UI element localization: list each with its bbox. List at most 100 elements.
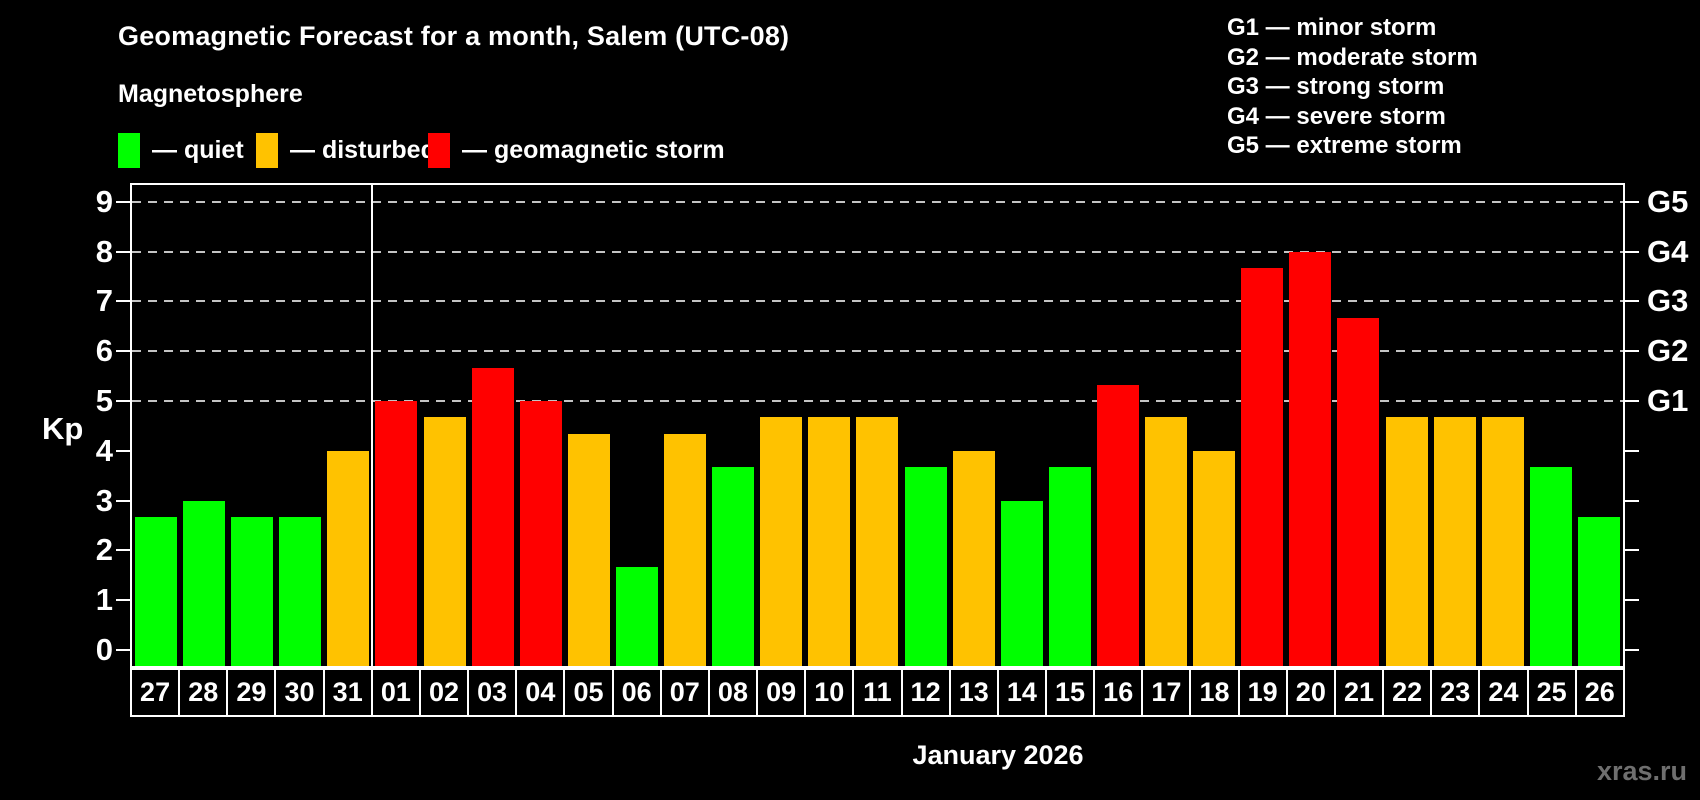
day-cell-05: 05 (563, 668, 614, 717)
storm-color-swatch (428, 133, 450, 168)
y-tick-label-6: 6 (95, 333, 113, 369)
left-tick-5 (116, 400, 130, 402)
kp-bar-day-26 (1577, 517, 1620, 666)
gridline-kp7 (132, 300, 1623, 303)
x-axis-label: January 2026 (912, 740, 1084, 770)
plot-area (130, 183, 1625, 668)
day-cell-06: 06 (611, 668, 662, 717)
chart-title: Geomagnetic Forecast for a month, Salem … (118, 21, 790, 51)
legend-label-storm: — geomagnetic storm (462, 136, 725, 164)
day-axis-row: 27 28 29 30 31 01 02 03 04 05 06 07 08 09 10 11 12 13 14 15… (130, 668, 1625, 717)
kp-bar-day-18 (1193, 450, 1236, 666)
kp-bar-day-10 (808, 417, 851, 666)
y-tick-label-3: 3 (95, 482, 113, 518)
kp-bar-day-13 (952, 450, 995, 666)
kp-bar-day-17 (1145, 417, 1188, 666)
day-cell-21: 21 (1333, 668, 1385, 717)
right-tick-5 (1625, 400, 1639, 402)
kp-bar-day-20 (1289, 251, 1332, 666)
kp-bar-day-04 (519, 401, 562, 666)
kp-bar-day-19 (1241, 268, 1284, 666)
day-cell-22: 22 (1382, 668, 1433, 717)
kp-bar-day-14 (1000, 500, 1043, 666)
day-cell-23: 23 (1430, 668, 1481, 717)
left-tick-7 (116, 300, 130, 303)
right-tick-7 (1625, 300, 1639, 303)
day-cell-16: 16 (1093, 668, 1144, 717)
day-cell-29: 29 (226, 668, 277, 717)
day-cell-13: 13 (948, 668, 999, 717)
day-cell-19: 19 (1237, 668, 1288, 717)
right-tick-1 (1625, 599, 1639, 602)
storm-scale-line-g2: G2 — moderate storm (1227, 43, 1478, 71)
day-cell-15: 15 (1044, 668, 1096, 717)
day-cell-26: 26 (1574, 668, 1625, 717)
right-tick-2 (1625, 549, 1639, 552)
day-cell-10: 10 (804, 668, 855, 717)
left-tick-6 (116, 350, 130, 353)
day-cell-01: 01 (370, 668, 421, 717)
kp-bar-day-27 (135, 517, 177, 666)
kp-bar-day-25 (1529, 467, 1572, 666)
right-tick-8 (1625, 250, 1639, 253)
day-cell-09: 09 (756, 668, 807, 717)
day-cell-12: 12 (900, 668, 951, 717)
legend-item-storm: — geomagnetic storm (428, 133, 725, 168)
left-tick-0 (116, 649, 130, 651)
kp-bar-day-01 (375, 401, 418, 666)
y-tick-label-8: 8 (95, 233, 113, 269)
kp-bar-day-30 (279, 517, 322, 666)
kp-bar-day-15 (1048, 467, 1091, 666)
day-cell-20: 20 (1285, 668, 1336, 717)
y-tick-label-4: 4 (95, 432, 113, 468)
right-tick-9 (1625, 200, 1639, 203)
day-cell-02: 02 (418, 668, 470, 717)
storm-scale-line-g5: G5 — extreme storm (1227, 132, 1462, 159)
disturbed-color-swatch (256, 133, 278, 168)
kp-bar-day-29 (231, 517, 274, 666)
day-cell-03: 03 (467, 668, 518, 717)
chart-subtitle: Magnetosphere (118, 80, 303, 108)
y-axis-label: Kp (42, 411, 84, 446)
month-separator (371, 185, 373, 666)
kp-bar-day-28 (183, 500, 226, 666)
day-cell-07: 07 (659, 668, 710, 717)
kp-bar-day-16 (1096, 384, 1139, 666)
right-tick-4 (1625, 449, 1639, 452)
y-tick-label-1: 1 (95, 582, 113, 618)
left-tick-8 (116, 250, 130, 253)
gridline-kp8 (132, 250, 1623, 253)
kp-bar-day-31 (327, 450, 370, 666)
kp-bar-day-11 (856, 417, 899, 666)
y-tick-label-0: 0 (95, 632, 113, 667)
right-tick-0 (1625, 649, 1639, 651)
right-tick-3 (1625, 499, 1639, 502)
day-cell-24: 24 (1478, 668, 1529, 717)
left-tick-2 (116, 549, 130, 552)
kp-bar-day-05 (567, 434, 610, 666)
day-cell-25: 25 (1526, 668, 1577, 717)
watermark: xras.ru (1596, 756, 1687, 786)
kp-bar-day-22 (1385, 417, 1428, 666)
left-tick-3 (116, 499, 130, 502)
kp-bar-day-08 (712, 467, 755, 666)
legend-label-disturbed: — disturbed (290, 136, 436, 164)
storm-scale-line-g4: G4 — severe storm (1227, 102, 1446, 130)
right-tick-6 (1625, 350, 1639, 353)
day-cell-14: 14 (996, 668, 1047, 717)
y-tick-label-9: 9 (95, 183, 113, 219)
gridline-kp6 (132, 350, 1623, 353)
left-tick-1 (116, 599, 130, 602)
y-tick-label-5: 5 (95, 383, 113, 418)
legend-label-quiet: — quiet (152, 136, 244, 164)
day-cell-04: 04 (515, 668, 566, 717)
kp-bar-day-23 (1433, 417, 1476, 666)
quiet-color-swatch (118, 133, 140, 168)
day-cell-18: 18 (1189, 668, 1240, 717)
day-cell-17: 17 (1141, 668, 1192, 717)
kp-bar-day-24 (1481, 417, 1524, 666)
y-tick-label-7: 7 (95, 283, 113, 319)
y-tick-label-2: 2 (95, 532, 113, 568)
kp-bar-day-21 (1337, 317, 1380, 666)
